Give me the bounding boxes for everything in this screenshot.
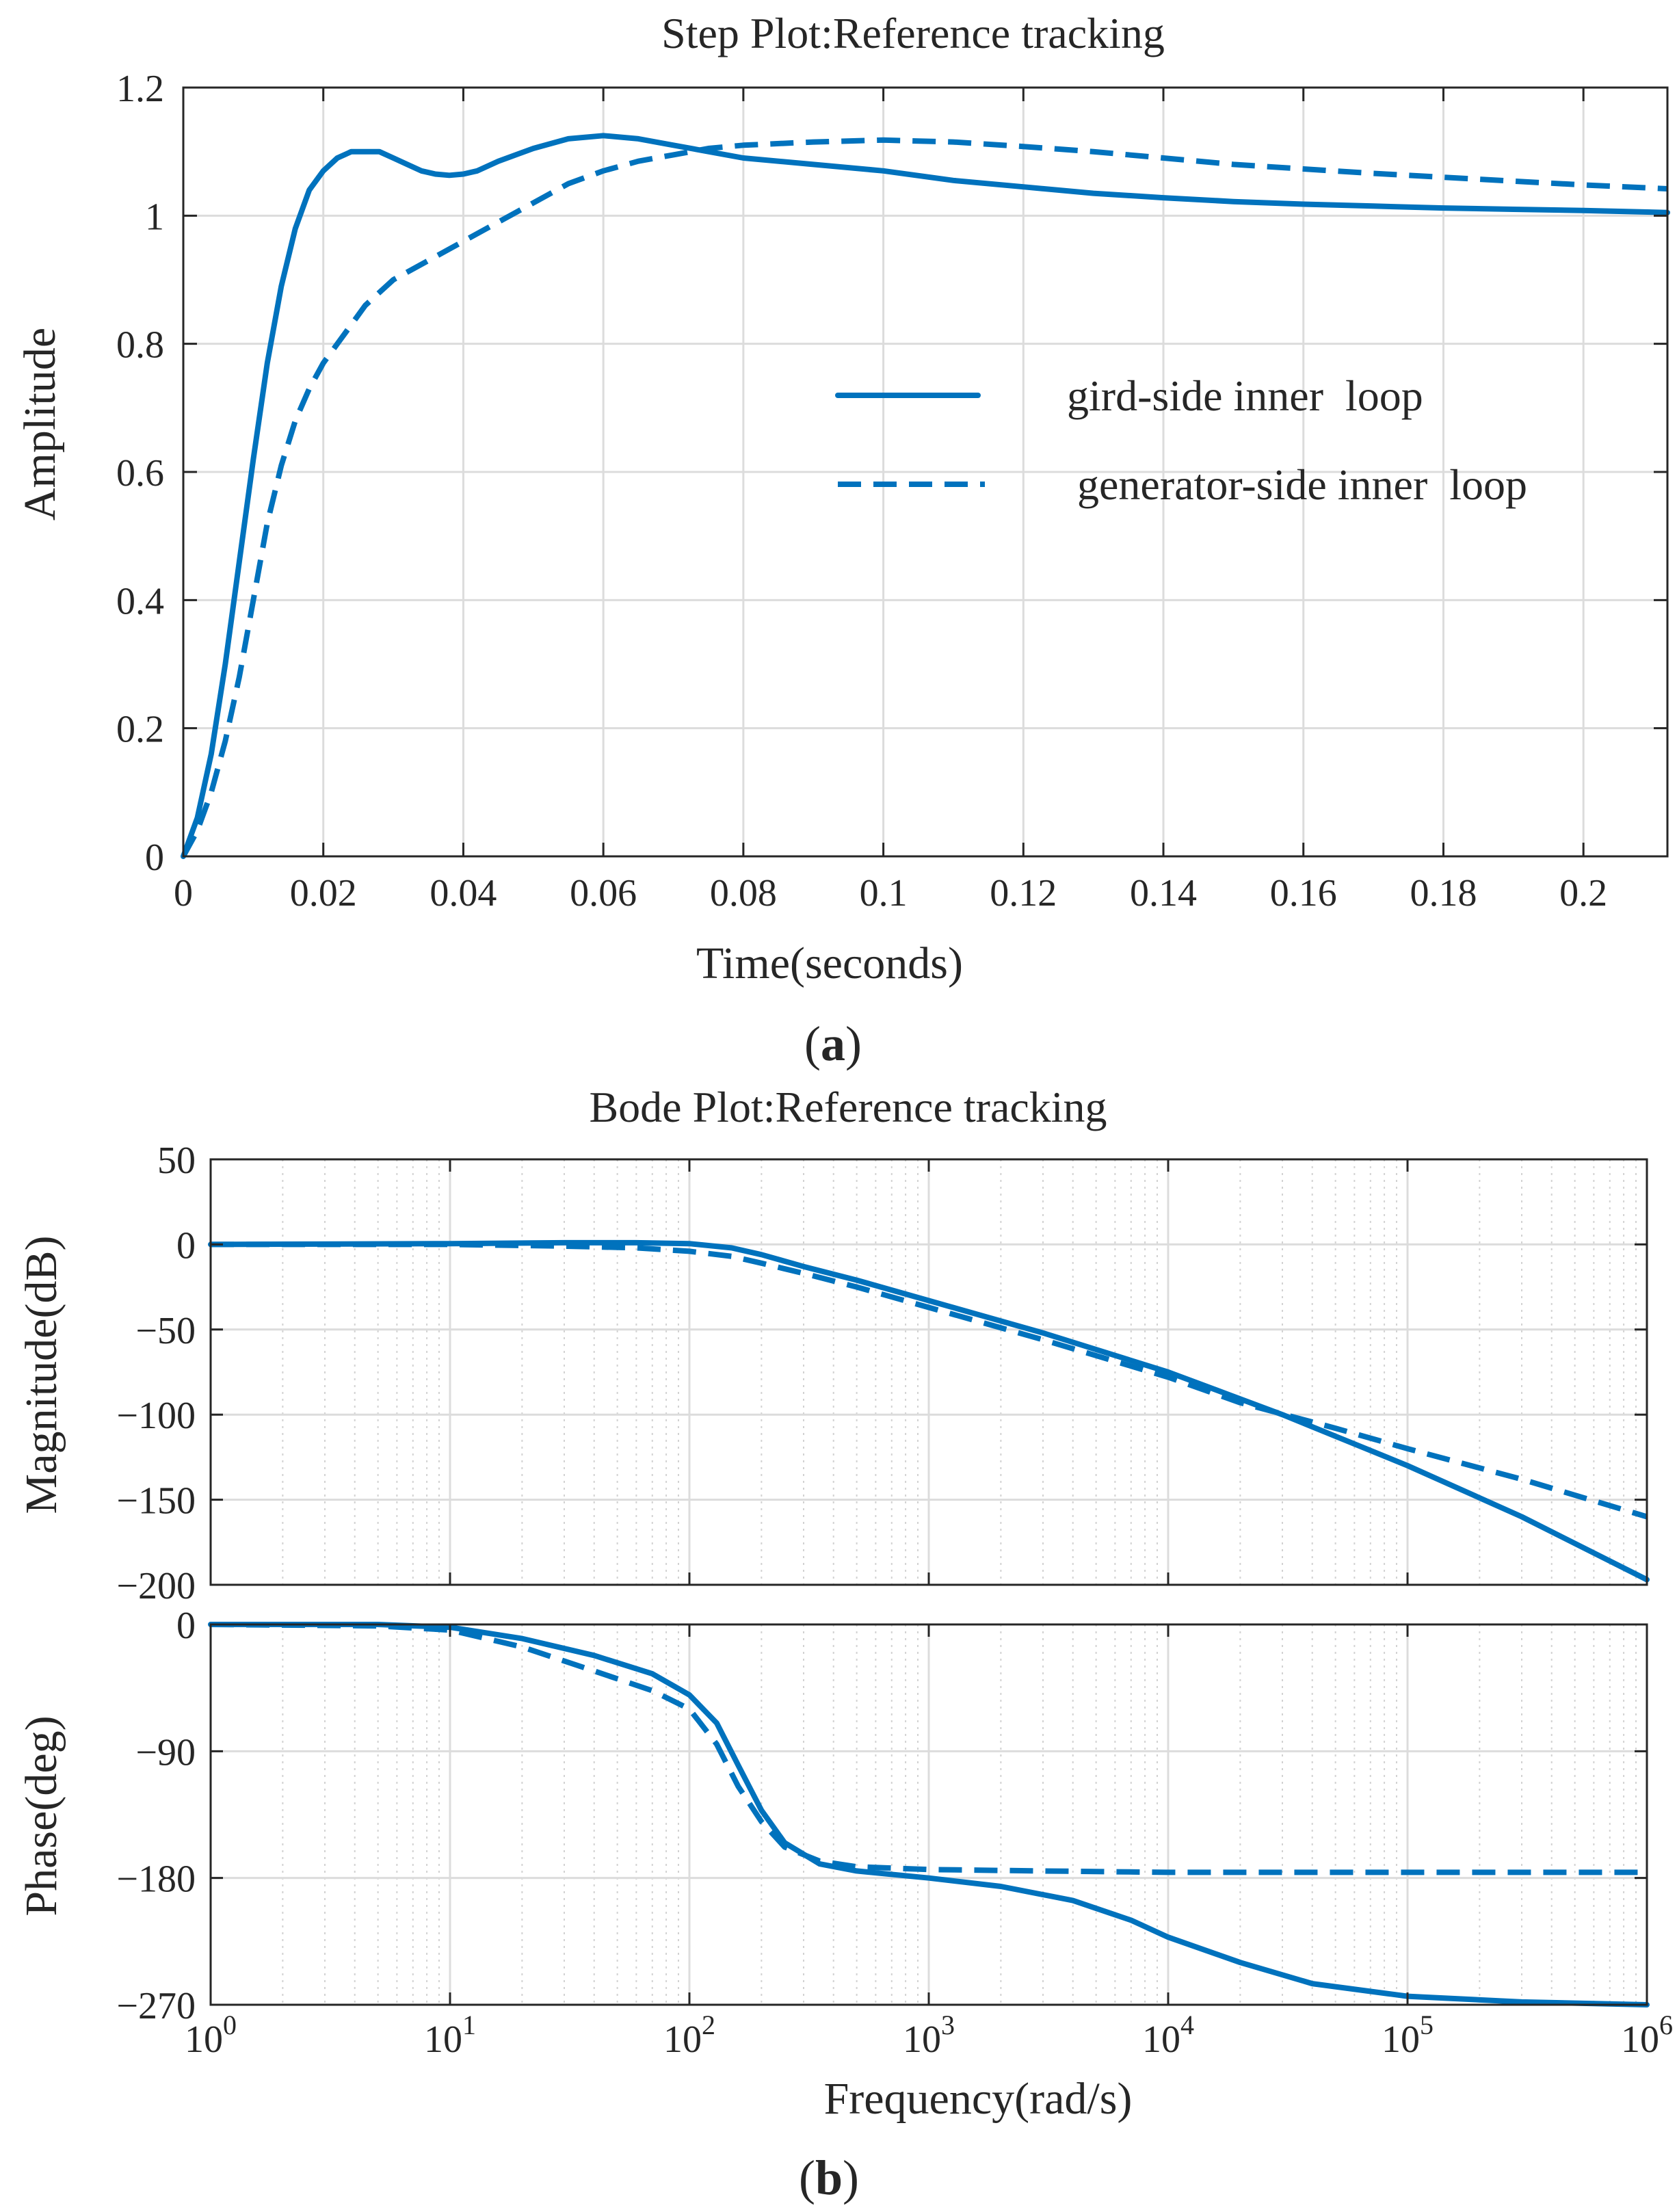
bode-plot-title: Bode Plot:Reference tracking [589,1083,1107,1131]
step-plot: Step Plot:Reference tracking 0 0.02 0.04 0.… [15,9,1670,988]
step-x-tick-label: 0.1 [860,872,908,914]
phase-ticks [209,1623,1648,2006]
magnitude-y-tick-label: −50 [135,1310,196,1352]
bode-x-axis-label: Frequency(rad/s) [824,2074,1133,2124]
legend-label-generator-side: generator-side inner loop [1077,460,1527,509]
frequency-tick-label: 102 [663,2010,715,2061]
frequency-tick-label: 104 [1142,2010,1194,2061]
frequency-tick-label: 105 [1382,2010,1434,2061]
magnitude-tick-labels: 50 0 −50 −100 −150 −200 [116,1140,196,1607]
magnitude-grid [209,1158,1648,1586]
frequency-tick-label: 106 [1621,2010,1673,2061]
step-y-tick-label: 0.8 [116,324,164,367]
panel-a-label: (a) [804,1016,862,1071]
frequency-tick-label: 100 [185,2010,237,2061]
magnitude-ticks [209,1158,1648,1586]
magnitude-y-tick-label: −150 [116,1480,196,1523]
phase-curve-generator-side [210,1622,1647,1875]
step-x-axis-label: Time(seconds) [696,938,963,988]
panel-b-label: (b) [799,2150,859,2205]
step-curve-grid-side [181,133,1670,859]
frequency-tick-label: 103 [903,2010,955,2061]
magnitude-y-tick-label: −200 [116,1565,196,1607]
step-y-tick-label: 0.2 [116,709,164,751]
bode-plot: Bode Plot:Reference tracking 50 0 −50 −100 −… [16,1083,1673,2124]
phase-grid [209,1623,1648,2006]
step-x-tick-label: 0.16 [1270,872,1337,914]
step-x-tick-label: 0.2 [1559,872,1607,914]
step-curve-generator-side [181,137,1668,858]
phase-tick-labels: 0 −90 −180 −270 [116,1605,196,2027]
step-y-tick-label: 0.4 [116,580,164,622]
step-y-tick-label: 0 [145,837,164,879]
phase-subplot: 0 −90 −180 −270 Phase(deg) [16,1605,1650,2027]
step-y-tick-label: 1 [145,196,164,238]
step-x-tick-label: 0.08 [710,872,777,914]
step-curves [181,133,1670,859]
phase-y-tick-label: −270 [116,1985,196,2027]
magnitude-y-axis-label: Magnitude(dB) [16,1236,66,1514]
magnitude-y-tick-label: 0 [176,1224,196,1267]
step-legend: gird-side inner loop generator-side inne… [835,371,1527,509]
step-x-tick-label: 0.18 [1410,872,1477,914]
step-x-tick-label: 0.12 [990,872,1057,914]
frequency-tick-labels: 100 101 102 103 104 105 106 [185,2010,1673,2061]
phase-curve-grid-side [208,1622,1650,2007]
step-x-tick-label: 0 [174,872,193,914]
step-x-tick-label: 0.02 [290,872,357,914]
step-x-tick-label: 0.06 [570,872,637,914]
step-y-axis-label: Amplitude [15,328,65,521]
magnitude-curves [208,1239,1650,1583]
phase-curves [208,1622,1650,2007]
step-plot-title: Step Plot:Reference tracking [661,9,1165,57]
phase-y-tick-label: −90 [135,1731,196,1774]
magnitude-curve-grid-side [208,1239,1650,1583]
magnitude-y-tick-label: 50 [157,1140,196,1182]
phase-y-tick-label: −180 [116,1858,196,1901]
legend-label-grid-side: gird-side inner loop [1067,371,1423,420]
step-ticks [182,86,1667,858]
phase-y-axis-label: Phase(deg) [16,1715,66,1916]
step-x-tick-label: 0.04 [430,872,497,914]
magnitude-curve-generator-side [211,1241,1648,1520]
step-y-tick-label: 0.6 [116,452,164,495]
frequency-tick-label: 101 [424,2010,476,2061]
phase-y-tick-label: 0 [176,1605,196,1647]
step-y-tick-label: 1.2 [116,68,164,110]
magnitude-y-tick-label: −100 [116,1395,196,1437]
step-x-tick-label: 0.14 [1130,872,1197,914]
step-tick-labels: 0 0.02 0.04 0.06 0.08 0.1 0.12 0.14 0.16 0.18 0.2 0… [116,68,1607,914]
magnitude-subplot: 50 0 −50 −100 −150 −200 Magnitude(dB) [16,1140,1650,1607]
